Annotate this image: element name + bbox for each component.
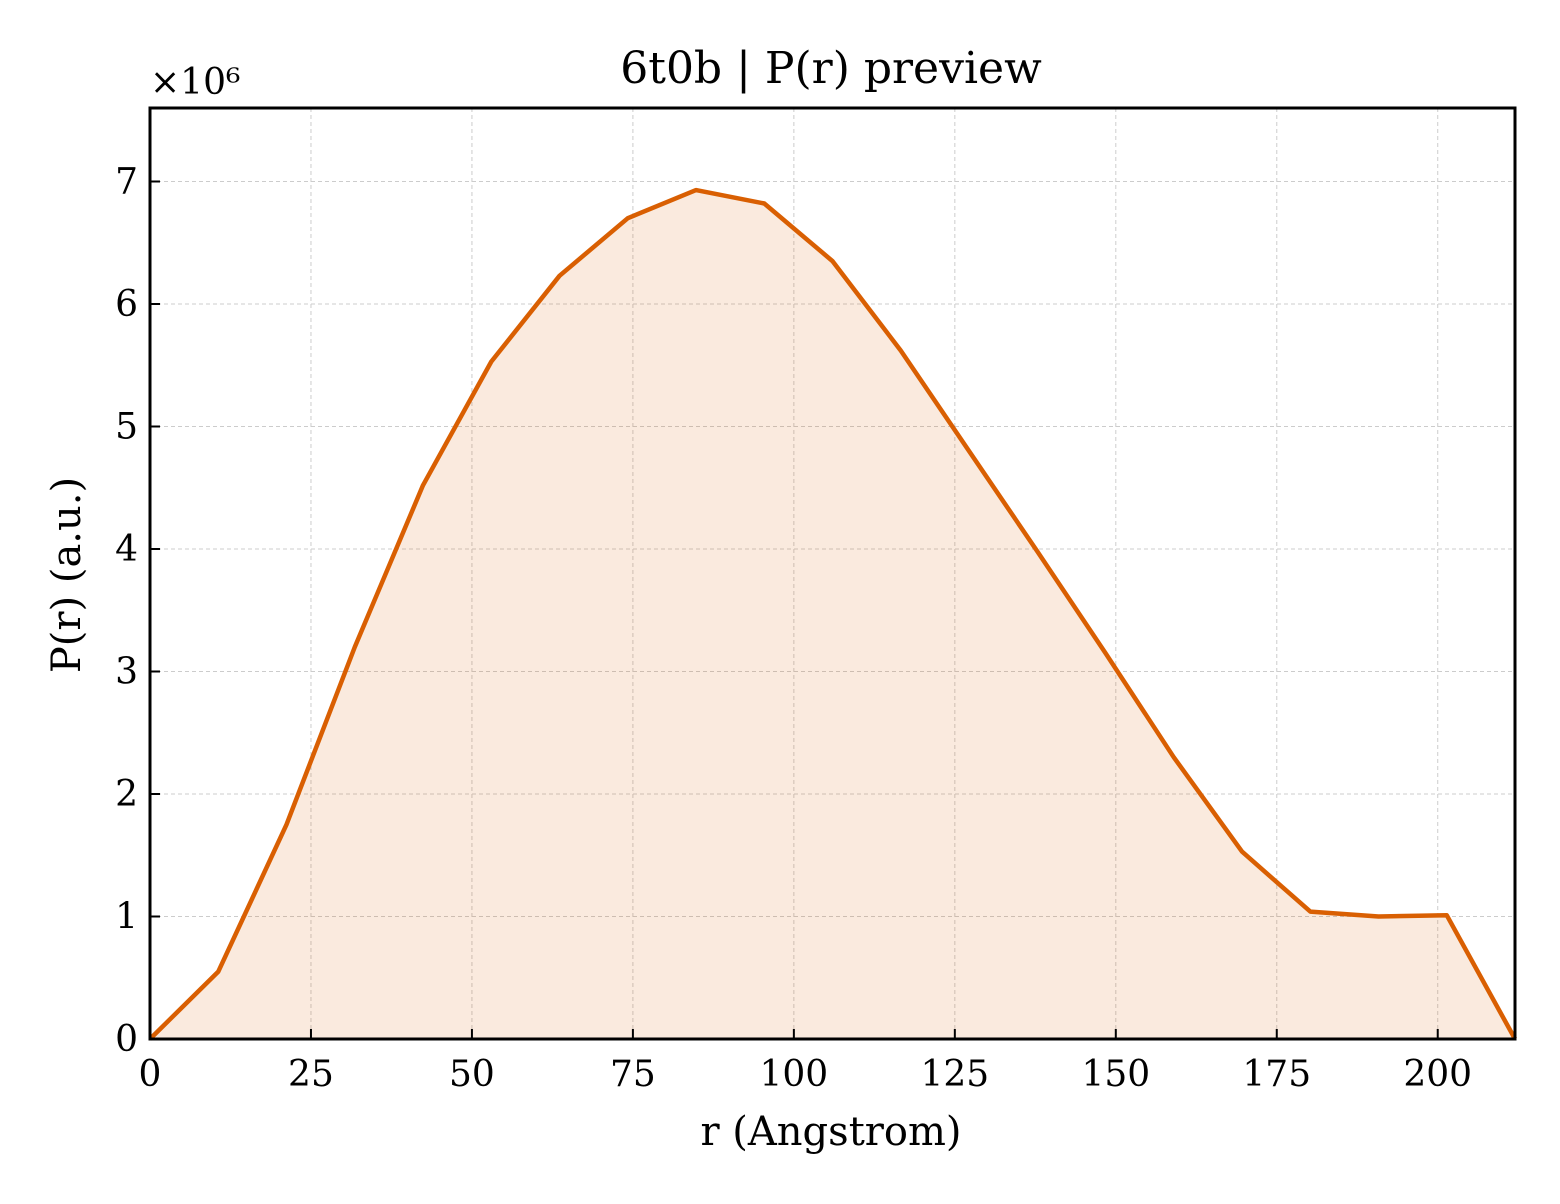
- y-tick-label: 4: [115, 529, 138, 570]
- pr-curve: [148, 187, 1517, 1041]
- pr-area-fill: [150, 190, 1515, 1040]
- x-tick-label: 75: [610, 1054, 656, 1095]
- x-tick-label: 175: [1242, 1054, 1311, 1095]
- x-tick-label: 150: [1081, 1054, 1150, 1095]
- x-tick-label: 200: [1403, 1054, 1472, 1095]
- x-tick-label: 50: [449, 1054, 495, 1095]
- y-tick-label: 3: [115, 652, 138, 693]
- y-tick-label: 6: [115, 284, 138, 325]
- y-tick-label: 5: [115, 407, 138, 448]
- y-multiplier-label: ×10⁶: [150, 62, 240, 103]
- x-tick-label: 100: [760, 1054, 829, 1095]
- x-tick-label: 25: [288, 1054, 334, 1095]
- x-tick-label: 0: [139, 1054, 162, 1095]
- chart-title: 6t0b | P(r) preview: [620, 43, 1042, 94]
- y-tick-label: 7: [115, 162, 138, 203]
- y-tick-label: 1: [115, 897, 138, 938]
- y-tick-label: 2: [115, 774, 138, 815]
- y-tick-label: 0: [115, 1019, 138, 1060]
- area-layer: [148, 187, 1517, 1041]
- ticks: 0 25 50 75 100 125 150 175 200 0 1 2 3 4 5 6 7: [115, 162, 1472, 1096]
- x-axis-label: r (Angstrom): [700, 1109, 961, 1155]
- plot-frame: [148, 106, 1517, 1041]
- grid: [149, 108, 1515, 1040]
- y-axis-label: P(r) (a.u.): [44, 477, 90, 673]
- x-tick-label: 125: [920, 1054, 989, 1095]
